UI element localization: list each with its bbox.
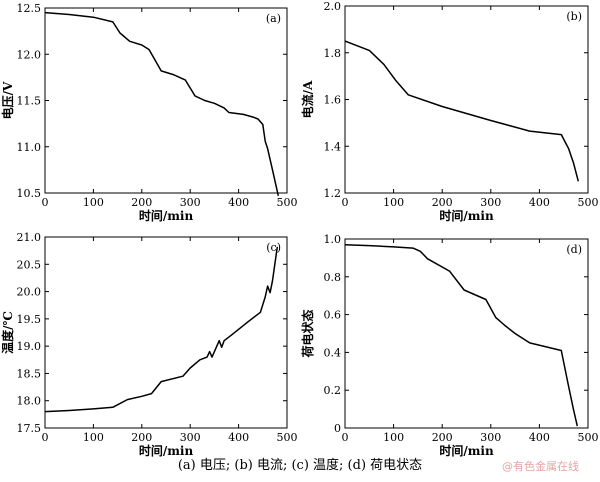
panel-d-xlabel: 时间/min	[439, 443, 494, 458]
panel-a-xtick-label: 400	[228, 196, 249, 209]
panel-b-series-line	[344, 40, 580, 182]
panel-a-ytick-label: 11.0	[17, 141, 42, 154]
figure-caption: (a) 电压; (b) 电流; (c) 温度; (d) 荷电状态	[177, 458, 423, 473]
panel-a-xtick-label: 200	[131, 196, 152, 209]
panel-c-xtick-label: 0	[42, 431, 49, 444]
panel-b-ytick-label: 1.2	[324, 187, 342, 200]
panel-a-label: (a)	[266, 12, 281, 25]
panel-c-ytick-label: 20.5	[17, 258, 42, 271]
panel-a-xtick-label: 300	[180, 196, 201, 209]
panel-c-ytick-label: 20.0	[17, 286, 42, 299]
panel-d-xtick-label: 0	[342, 431, 349, 444]
panel-b-xtick-label: 200	[432, 196, 453, 209]
panel-c-xlabel: 时间/min	[139, 443, 194, 458]
panel-d-xtick-label: 500	[578, 431, 599, 444]
panel-b-ytick-label: 1.4	[324, 140, 342, 153]
panel-b-ytick-label: 2.0	[324, 0, 342, 13]
panel-c-ytick-label: 17.5	[17, 422, 42, 435]
panel-a-xlabel: 时间/min	[139, 208, 194, 223]
panel-c-xtick-label: 400	[228, 431, 249, 444]
panel-b-xlabel: 时间/min	[439, 208, 494, 223]
panel-c-ytick-label: 19.5	[17, 313, 42, 326]
panel-d-ylabel: 荷电状态	[300, 309, 315, 358]
panel-c-series-line	[44, 246, 279, 413]
panel-d-ytick-label: 0.4	[324, 346, 342, 359]
panel-c-ytick-label: 19.0	[17, 340, 42, 353]
panel-a-ytick-label: 11.5	[17, 95, 42, 108]
watermark: @有色金属在线	[502, 460, 579, 473]
panel-c-ylabel: 温度/℃	[0, 311, 15, 354]
panel-c-xtick-label: 100	[83, 431, 104, 444]
panel-c-xtick-label: 500	[277, 431, 298, 444]
panel-a-ytick-label: 12.5	[17, 2, 42, 15]
panel-d-label: (d)	[566, 243, 582, 256]
panel-b-label: (b)	[566, 10, 582, 23]
panel-c-xtick-label: 200	[131, 431, 152, 444]
panel-c-ytick-label: 18.5	[17, 367, 42, 380]
panel-c-frame	[44, 236, 288, 429]
panel-d-ytick-label: 1.0	[324, 233, 342, 246]
panel-b-xtick-label: 300	[480, 196, 501, 209]
panel-b-ylabel: 电流/A	[300, 80, 315, 118]
panel-b-xtick-label: 500	[578, 196, 599, 209]
panel-b-xtick-label: 400	[529, 196, 550, 209]
panel-b-xtick-label: 100	[383, 196, 404, 209]
panel-d-xtick-label: 300	[480, 431, 501, 444]
panel-d-xtick-label: 400	[529, 431, 550, 444]
panel-b-ytick-label: 1.6	[324, 94, 342, 107]
panel-a-xtick-label: 100	[83, 196, 104, 209]
panel-b-ytick-label: 1.8	[324, 47, 342, 60]
panel-a-ytick-label: 10.5	[17, 187, 42, 200]
panel-a-series-line	[44, 11, 280, 196]
panel-a-xtick-label: 0	[42, 196, 49, 209]
panel-d-ytick-label: 0.8	[324, 271, 342, 284]
panel-d-ytick-label: 0.6	[324, 309, 342, 322]
panel-c-xtick-label: 300	[180, 431, 201, 444]
panel-c-label: (c)	[266, 241, 281, 254]
panel-a-ytick-label: 12.0	[17, 48, 42, 61]
panel-d-xtick-label: 100	[383, 431, 404, 444]
panel-a-frame	[44, 7, 288, 194]
panel-d-ytick-label: 0	[334, 422, 341, 435]
panel-d-xtick-label: 200	[432, 431, 453, 444]
panel-a-xtick-label: 500	[277, 196, 298, 209]
panel-d-frame	[344, 238, 589, 429]
panel-c-ytick-label: 18.0	[17, 395, 42, 408]
panel-c-ytick-label: 21.0	[17, 231, 42, 244]
panel-b-frame	[344, 5, 589, 194]
panel-d-series-line	[344, 243, 579, 427]
panel-a-ylabel: 电压/V	[0, 81, 15, 119]
panel-b-xtick-label: 0	[342, 196, 349, 209]
panel-d-ytick-label: 0.2	[324, 384, 342, 397]
